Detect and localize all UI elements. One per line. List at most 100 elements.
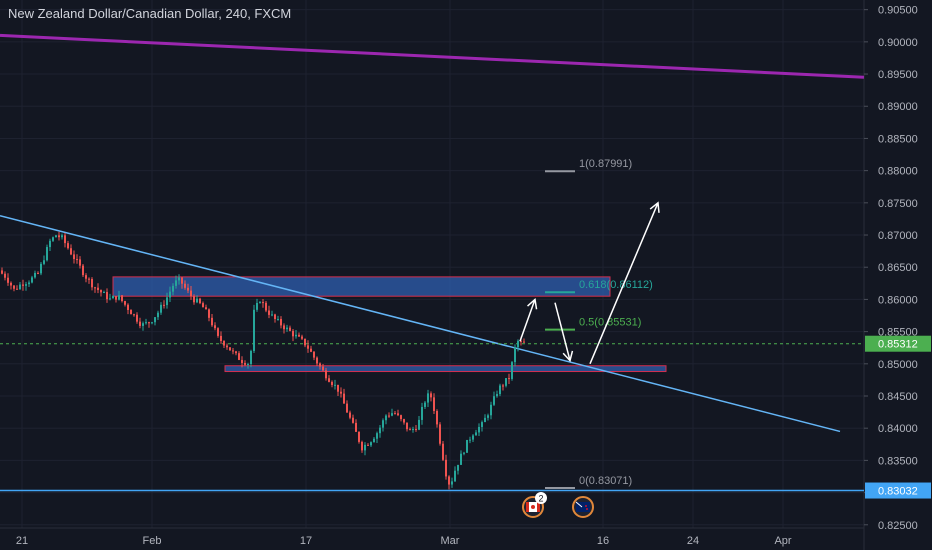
candle: [262, 299, 264, 308]
candle-body: [289, 327, 291, 331]
candle: [271, 310, 273, 317]
candle: [151, 321, 153, 325]
canada-flag-event-icon[interactable]: 2: [522, 492, 547, 518]
candle: [19, 282, 21, 290]
candle-body: [427, 393, 429, 403]
candle-body: [115, 296, 117, 300]
candle-body: [187, 287, 189, 291]
candle: [112, 295, 114, 299]
price-tick-label: 0.89500: [878, 69, 918, 81]
candle: [322, 364, 324, 371]
candle: [265, 300, 267, 313]
candle: [97, 283, 99, 294]
candle-body: [268, 310, 270, 315]
candle-body: [94, 287, 96, 289]
candle-body: [514, 347, 516, 363]
candle: [433, 393, 435, 414]
candle: [370, 441, 372, 448]
candle-body: [13, 285, 15, 289]
candle: [148, 321, 150, 328]
candle: [211, 314, 213, 327]
flag-red-right: [537, 502, 540, 512]
candle-body: [67, 243, 69, 249]
candle-body: [28, 282, 30, 285]
candle-body: [379, 427, 381, 434]
candle: [175, 275, 177, 289]
candle-body: [442, 443, 444, 460]
candle-body: [154, 317, 156, 323]
candle-body: [298, 334, 300, 337]
projection-arrowhead-2: [562, 350, 574, 363]
candle-body: [406, 422, 408, 430]
candle-body: [22, 284, 24, 286]
candle-body: [517, 340, 519, 348]
candle-body: [274, 314, 276, 319]
candle: [49, 238, 51, 251]
candle-body: [76, 259, 78, 261]
candle: [34, 270, 36, 279]
candle-body: [280, 318, 282, 326]
candle: [502, 383, 504, 391]
candle: [70, 244, 72, 256]
upper-resistance-line: [0, 33, 865, 79]
candle: [124, 300, 126, 307]
candle: [118, 290, 120, 301]
candle-body: [319, 363, 321, 367]
candle-body: [118, 295, 120, 300]
candle-body: [34, 272, 36, 278]
candle-body: [403, 419, 405, 423]
time-tick-label: Mar: [441, 535, 460, 547]
candle: [376, 431, 378, 443]
candle-body: [160, 304, 162, 313]
candle-body: [400, 415, 402, 420]
candle-body: [394, 413, 396, 415]
candle-body: [82, 265, 84, 276]
candle-body: [235, 351, 237, 354]
candle: [337, 384, 339, 397]
candle: [316, 356, 318, 367]
candle: [412, 426, 414, 433]
candle-body: [127, 304, 129, 311]
candle-body: [40, 263, 42, 274]
candle-body: [103, 292, 105, 294]
candle: [247, 362, 249, 369]
candle-body: [241, 359, 243, 363]
candle-body: [448, 476, 450, 485]
fibonacci-retracement: 1(0.87991) 0.618(0.86112) 0.5(0.85531) 0(0.…: [545, 158, 653, 490]
candle: [154, 317, 156, 326]
candle-body: [73, 254, 75, 260]
candle: [58, 231, 60, 241]
price-tick-label: 0.90500: [878, 5, 918, 17]
candle-body: [346, 403, 348, 413]
candle: [52, 236, 54, 242]
candle-body: [523, 341, 525, 343]
candle-body: [307, 345, 309, 349]
candle: [55, 234, 57, 238]
candle-body: [520, 340, 522, 342]
candle: [514, 344, 516, 367]
candle: [40, 262, 42, 276]
candle-body: [391, 413, 393, 416]
candle-body: [496, 394, 498, 397]
candle-body: [244, 362, 246, 365]
candle-body: [178, 277, 180, 281]
candle-body: [310, 348, 312, 352]
candle: [517, 339, 519, 352]
projection-arrow-3: [589, 202, 659, 365]
projection-arrowhead-1: [527, 297, 538, 310]
price-tick-label: 0.86500: [878, 262, 918, 274]
candle-body: [256, 302, 258, 310]
candle: [22, 279, 24, 291]
candle: [487, 413, 489, 421]
candle-body: [271, 314, 273, 316]
candle-body: [457, 464, 459, 471]
new-zealand-flag-event-icon[interactable]: [572, 496, 594, 518]
candle-body: [250, 350, 252, 364]
candle-body: [70, 248, 72, 255]
candle: [202, 301, 204, 308]
candle: [331, 380, 333, 388]
candle-body: [145, 322, 147, 324]
candle: [85, 273, 87, 283]
